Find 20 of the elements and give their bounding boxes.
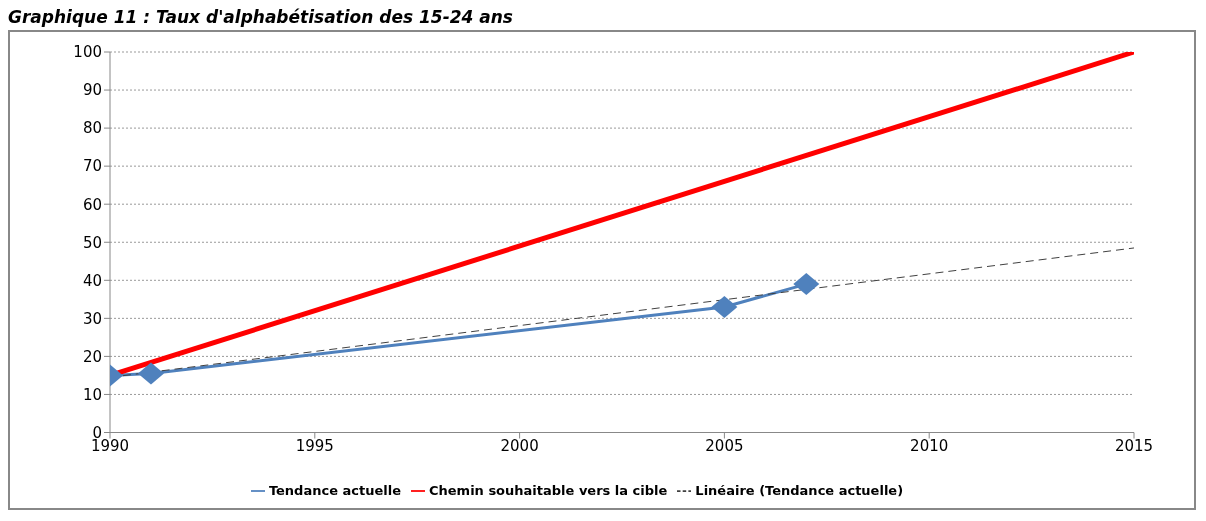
y-tick-label: 60 [82, 195, 102, 214]
y-tick-label: 100 [73, 43, 102, 62]
legend-label: Linéaire (Tendance actuelle) [695, 482, 904, 498]
x-tick-label: 2015 [1114, 437, 1154, 456]
y-tick-label: 30 [82, 309, 102, 328]
y-tick-label: 80 [82, 119, 102, 138]
chart-title: Graphique 11 : Taux d'alphabétisation des 15-24 ans [8, 7, 514, 29]
y-tick-label: 50 [82, 233, 102, 252]
x-tick-label: 1995 [295, 437, 334, 456]
y-tick-label: 10 [82, 385, 102, 404]
y-tick-label: 70 [82, 157, 102, 176]
x-tick-label: 1990 [90, 437, 130, 456]
y-tick-label: 20 [82, 347, 102, 366]
x-tick-label: 2005 [705, 437, 744, 456]
y-tick-label: 90 [82, 81, 102, 100]
x-tick-label: 2010 [910, 437, 949, 456]
y-tick-label: 40 [82, 271, 102, 290]
legend-label: Tendance actuelle [268, 482, 401, 498]
legend-label: Chemin souhaitable vers la cible [428, 482, 668, 498]
x-tick-label: 2000 [500, 437, 539, 456]
